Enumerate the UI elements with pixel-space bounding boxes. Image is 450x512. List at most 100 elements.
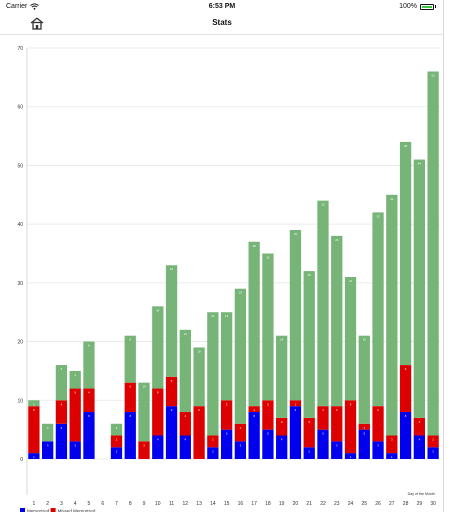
bar-segment xyxy=(427,435,439,448)
bar-data-label: 9 xyxy=(295,408,297,412)
bar-data-label: 8 xyxy=(405,414,407,418)
bar-data-label: 5 xyxy=(226,402,228,406)
x-tick-label: 13 xyxy=(196,501,202,507)
bar-data-label: 5 xyxy=(322,432,324,436)
bar-data-label: 1 xyxy=(33,455,35,459)
x-tick-label: 12 xyxy=(183,501,189,507)
bar-segment xyxy=(165,265,178,377)
bar-data-label: 62 xyxy=(432,73,436,77)
legend-swatch xyxy=(20,508,25,512)
x-tick-label: 23 xyxy=(334,501,340,507)
bar-data-label: 5 xyxy=(171,379,173,383)
bar-data-label: 8 xyxy=(129,338,131,342)
x-tick-label: 6 xyxy=(101,501,104,507)
battery-level-fill xyxy=(422,5,432,8)
bar-segment xyxy=(317,429,329,459)
bar-segment xyxy=(179,435,191,459)
bar-data-label: 3 xyxy=(419,420,421,424)
navigation-bar: Stats xyxy=(0,14,444,35)
bar-segment xyxy=(179,412,191,436)
x-tick-label: 26 xyxy=(375,501,381,507)
bar-segment xyxy=(42,441,54,459)
y-tick-label: 50 xyxy=(17,163,23,169)
bar-data-label: 1 xyxy=(33,402,35,406)
bar-data-label: 3 xyxy=(74,443,76,447)
bar-segment xyxy=(179,329,191,413)
bar-data-label: 44 xyxy=(418,162,422,166)
bar-data-label: 2 xyxy=(212,438,214,442)
bar-data-label: 29 xyxy=(335,238,339,242)
bar-segment xyxy=(220,429,233,459)
bar-segment xyxy=(28,453,40,459)
x-tick-label: 11 xyxy=(169,501,174,507)
bar-segment xyxy=(69,441,81,459)
carrier-label: Carrier xyxy=(6,3,28,10)
bar-data-label: 5 xyxy=(267,402,269,406)
bar-data-label: 4 xyxy=(157,438,159,442)
x-tick-label: 27 xyxy=(389,501,395,507)
bar-data-label: 2 xyxy=(116,449,118,453)
bar-segment xyxy=(55,400,68,424)
bar-data-label: 1 xyxy=(295,402,297,406)
bar-data-label: 3 xyxy=(143,443,145,447)
bar-data-label: 41 xyxy=(390,197,394,201)
x-tick-label: 28 xyxy=(403,501,409,507)
bar-data-label: 9 xyxy=(74,391,76,395)
bar-segment xyxy=(413,417,425,436)
bar-segment xyxy=(248,241,260,407)
y-tick-label: 60 xyxy=(17,105,23,111)
bar-data-label: 4 xyxy=(281,438,283,442)
bar-data-label: 2 xyxy=(308,449,310,453)
bar-segment xyxy=(83,341,95,389)
battery-percent: 100% xyxy=(399,3,417,10)
bar-data-label: 1 xyxy=(253,408,255,412)
chart-bars xyxy=(28,71,439,459)
bar-segment xyxy=(399,365,412,413)
bar-data-label: 5 xyxy=(226,432,228,436)
bar-data-label: 8 xyxy=(157,391,159,395)
bar-data-label: 33 xyxy=(376,214,380,218)
bar-data-label: 2 xyxy=(432,438,434,442)
bar-data-label: 2 xyxy=(116,438,118,442)
bar-data-label: 3 xyxy=(377,443,379,447)
bar-segment xyxy=(289,400,302,407)
home-icon[interactable] xyxy=(30,17,44,30)
x-tick-label: 8 xyxy=(129,501,132,507)
bar-segment xyxy=(110,435,123,448)
bar-segment xyxy=(372,441,384,459)
bar-data-label: 8 xyxy=(129,414,131,418)
bar-data-label: 5 xyxy=(364,432,366,436)
legend-label: Memorized xyxy=(27,509,50,512)
bar-data-label: 3 xyxy=(47,443,49,447)
bar-data-label: 3 xyxy=(240,426,242,430)
bar-segment xyxy=(234,441,247,459)
bar-segment xyxy=(28,406,40,454)
bar-data-label: 4 xyxy=(322,408,324,412)
legend-label: Missed Memorized xyxy=(58,509,96,512)
bar-segment xyxy=(303,447,315,459)
y-tick-label: 70 xyxy=(17,46,23,52)
bar-segment xyxy=(152,388,164,436)
bar-segment xyxy=(234,423,247,442)
bar-segment xyxy=(413,435,425,459)
bar-data-label: 4 xyxy=(88,391,90,395)
bar-data-label: 4 xyxy=(185,414,187,418)
bar-segment xyxy=(248,412,260,459)
x-tick-label: 15 xyxy=(224,501,230,507)
x-tick-label: 10 xyxy=(155,501,161,507)
bar-segment xyxy=(317,200,329,407)
x-tick-label: 1 xyxy=(32,501,35,507)
bar-data-label: 4 xyxy=(61,402,63,406)
bar-data-label: 3 xyxy=(391,438,393,442)
bar-segment xyxy=(248,406,260,413)
bar-data-label: 6 xyxy=(61,426,63,430)
status-bar: Carrier 6:53 PM 100% xyxy=(0,0,444,14)
bar-segment xyxy=(83,388,95,413)
bar-segment xyxy=(152,435,164,459)
bar-data-label: 1 xyxy=(350,455,352,459)
bar-segment xyxy=(344,453,357,459)
bar-data-label: 8 xyxy=(405,367,407,371)
bar-data-label: 1 xyxy=(364,426,366,430)
